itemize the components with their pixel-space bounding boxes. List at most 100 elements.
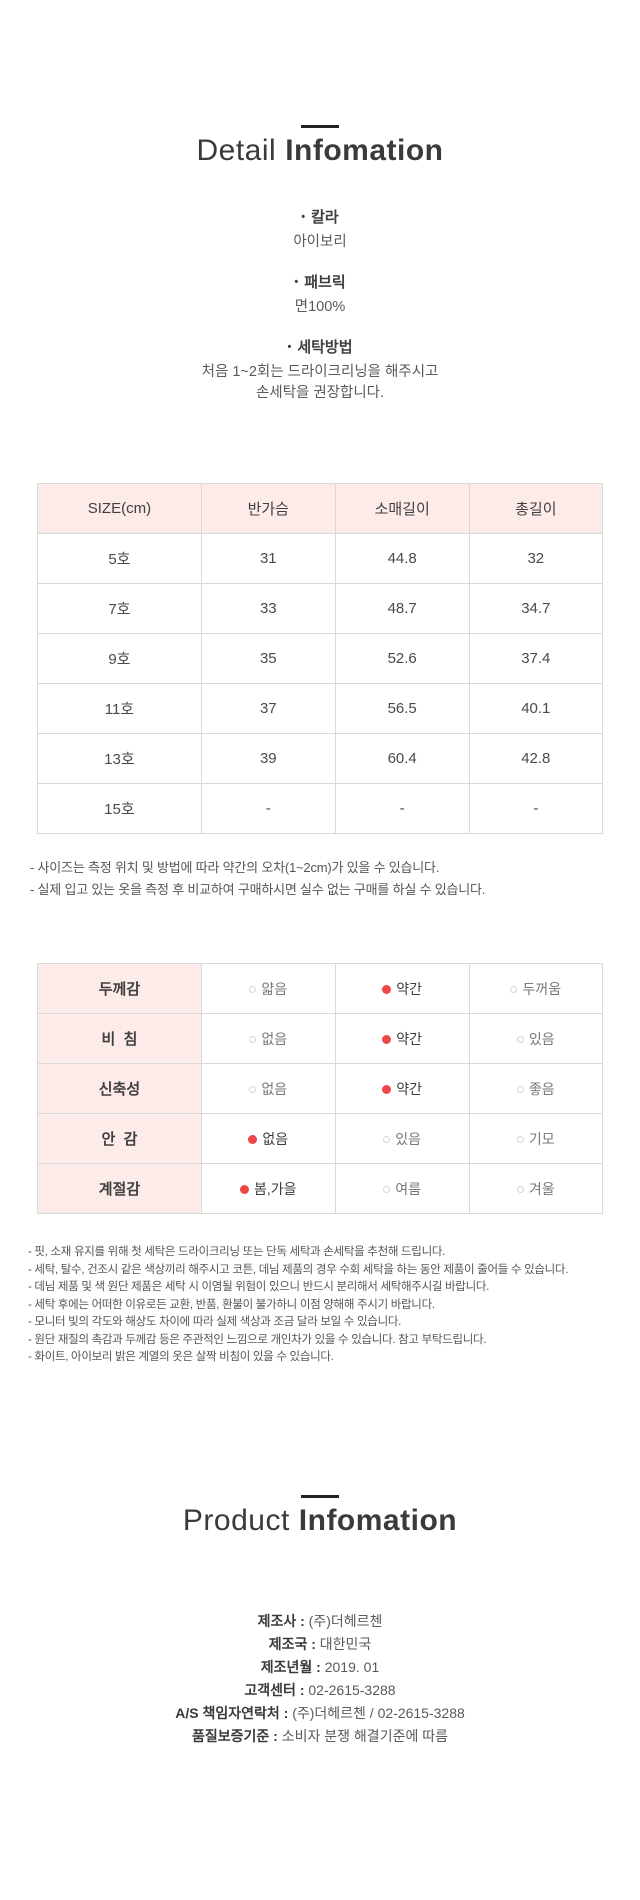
size-table-cell: 48.7 [334,583,470,634]
product-info-value: 2019. 01 [324,1658,380,1675]
spec-value: 면100% [294,299,346,315]
size-table-header-row: SIZE(cm) 반가슴 소매길이 총길이 [37,483,604,534]
option-label: 약간 [396,1080,423,1097]
size-table-cell: 40.1 [468,683,604,734]
size-table-cell: - [468,783,604,834]
spec-item-wash: • 세탁방법 처음 1~2회는 드라이크리닝을 해주시고 손세탁을 권장합니다. [0,338,640,404]
radio-dot-icon [510,985,518,993]
title-bold: Infomation [285,134,444,167]
size-table-cell: 32 [468,533,604,584]
option-cell: 약간 [334,1063,470,1114]
size-table-header-cell: 반가슴 [200,483,336,534]
size-table-header-cell: SIZE(cm) [37,483,202,534]
option-row-stretch: 신축성 없음 약간 좋음 [37,1063,604,1114]
product-info-separator: : [295,1681,309,1698]
product-info-row-manufacturer: 제조사 : (주)더헤르첸 [0,1610,640,1633]
radio-dot-icon [240,1184,250,1194]
option-cell: 기모 [468,1113,604,1164]
radio-dot-icon [382,984,392,994]
product-info-row-warranty: 품질보증기준 : 소비자 분쟁 해결기준에 따름 [0,1725,640,1748]
product-info-label: 제조년월 [260,1658,313,1675]
size-table-cell: 13호 [37,733,202,784]
product-info-value: 02-2615-3288 [308,1681,396,1698]
radio-dot-icon [249,985,257,993]
bullet-icon: • [294,276,299,288]
care-notes: - 핏, 소재 유지를 위해 첫 세탁은 드라이크리닝 또는 단독 세탁과 손세… [0,1244,640,1367]
option-label: 기모 [528,1130,555,1147]
option-cell: 좋음 [468,1063,604,1114]
option-row-label: 신축성 [37,1063,202,1114]
option-label: 두꺼움 [522,980,562,997]
care-note: - 세탁 후에는 어떠한 이유로든 교환, 반품, 환불이 불가하니 이점 양해… [28,1298,435,1311]
size-table-cell: 37 [200,683,336,734]
radio-dot-icon [382,1084,392,1094]
option-cell: 얇음 [200,963,336,1014]
title-light: Detail [196,134,277,167]
care-note: - 핏, 소재 유지를 위해 첫 세탁은 드라이크리닝 또는 단독 세탁과 손세… [28,1246,446,1258]
size-table-header-cell: 소매길이 [334,483,470,534]
size-table-cell: 35 [200,633,336,684]
option-cell: 두꺼움 [468,963,604,1014]
size-table-cell: 44.8 [334,533,470,584]
product-info-row-as-contact: A/S 책임자연락처 : (주)더헤르첸 / 02-2615-3288 [0,1702,640,1725]
spec-list: • 칼라 아이보리 • 패브릭 면100% • 세탁방법 처음 1~2회는 드라이크리… [0,208,640,404]
size-table-cell: 37.4 [468,633,604,684]
size-table-cell: 56.5 [334,683,470,734]
option-row-lining: 안 감 없음 있음 기모 [37,1113,604,1164]
product-info-label: A/S 책임자연락처 [175,1704,280,1721]
option-label: 좋음 [528,1080,555,1097]
size-note: - 실제 입고 있는 옷을 측정 후 비교하여 구매하시면 실수 없는 구매를 … [30,882,486,897]
size-table-cell: 7호 [37,583,202,634]
option-cell: 없음 [200,1113,336,1164]
option-row-label: 안 감 [37,1113,202,1164]
option-label: 얇음 [261,980,288,997]
title-light: Product [182,1503,290,1537]
radio-dot-icon [516,1135,524,1143]
option-row-label: 계절감 [37,1163,202,1214]
option-cell: 있음 [334,1113,470,1164]
detail-section-title: Detail Infomation [0,134,640,168]
product-info-row-customer-center: 고객센터 : 02-2615-3288 [0,1679,640,1702]
option-row-label: 비 침 [37,1013,202,1064]
spec-label: • 세탁방법 [0,338,640,357]
option-label: 없음 [261,1080,288,1097]
spec-value: 처음 1~2회는 드라이크리닝을 해주시고 손세탁을 권장합니다. [201,364,439,401]
spec-value: 아이보리 [293,234,347,250]
care-note: - 모니터 빛의 각도와 해상도 차이에 따라 실제 색상과 조금 달라 보일 … [28,1316,402,1328]
size-table-row: 15호 - - - [37,783,604,834]
product-info: 제조사 : (주)더헤르첸 제조국 : 대한민국 제조년월 : 2019. 01… [0,1610,640,1748]
section-divider [301,1494,339,1498]
size-table-cell: 33 [200,583,336,634]
option-label: 있음 [528,1030,555,1047]
size-table-row: 7호 33 48.7 34.7 [37,583,604,634]
care-note: - 세탁, 탈수, 건조시 같은 색상끼리 해주시고 코튼, 데님 제품의 경우… [28,1263,569,1276]
option-cell: 겨울 [468,1163,604,1214]
spec-item-color: • 칼라 아이보리 [0,208,640,253]
product-info-value: 대한민국 [319,1635,372,1652]
care-note: - 원단 재질의 촉감과 두께감 등은 주관적인 느낌으로 개인차가 있을 수 … [28,1333,487,1346]
option-row-sheerness: 비 침 없음 약간 있음 [37,1013,604,1064]
option-cell: 있음 [468,1013,604,1064]
size-table-cell: 39 [200,733,336,784]
size-notes: - 사이즈는 측정 위치 및 방법에 따라 약간의 오차(1~2cm)가 있을 … [0,857,640,901]
product-info-value: 소비자 분쟁 해결기준에 따름 [281,1727,448,1744]
size-table-row: 11호 37 56.5 40.1 [37,683,604,734]
product-info-value: (주)더헤르첸 [308,1612,383,1629]
product-info-label: 제조사 [257,1612,297,1629]
radio-dot-icon [249,1035,257,1043]
size-table-header-cell: 총길이 [468,483,604,534]
option-cell: 봄,가을 [200,1163,336,1214]
radio-dot-icon [248,1134,258,1144]
product-info-separator: : [312,1658,325,1675]
spec-label-text: 패브릭 [304,274,346,291]
product-info-row-date: 제조년월 : 2019. 01 [0,1656,640,1679]
size-table-cell: 52.6 [334,633,470,684]
size-table: SIZE(cm) 반가슴 소매길이 총길이 5호 31 44.8 32 7호 3… [37,483,604,834]
option-row-season: 계절감 봄,가을 여름 겨울 [37,1163,604,1214]
option-row-thickness: 두께감 얇음 약간 두꺼움 [37,963,604,1014]
option-label: 있음 [395,1130,422,1147]
product-info-label: 고객센터 [244,1681,296,1698]
size-table-cell: 5호 [37,533,202,584]
size-table-cell: 60.4 [334,733,470,784]
option-label: 없음 [261,1030,288,1047]
